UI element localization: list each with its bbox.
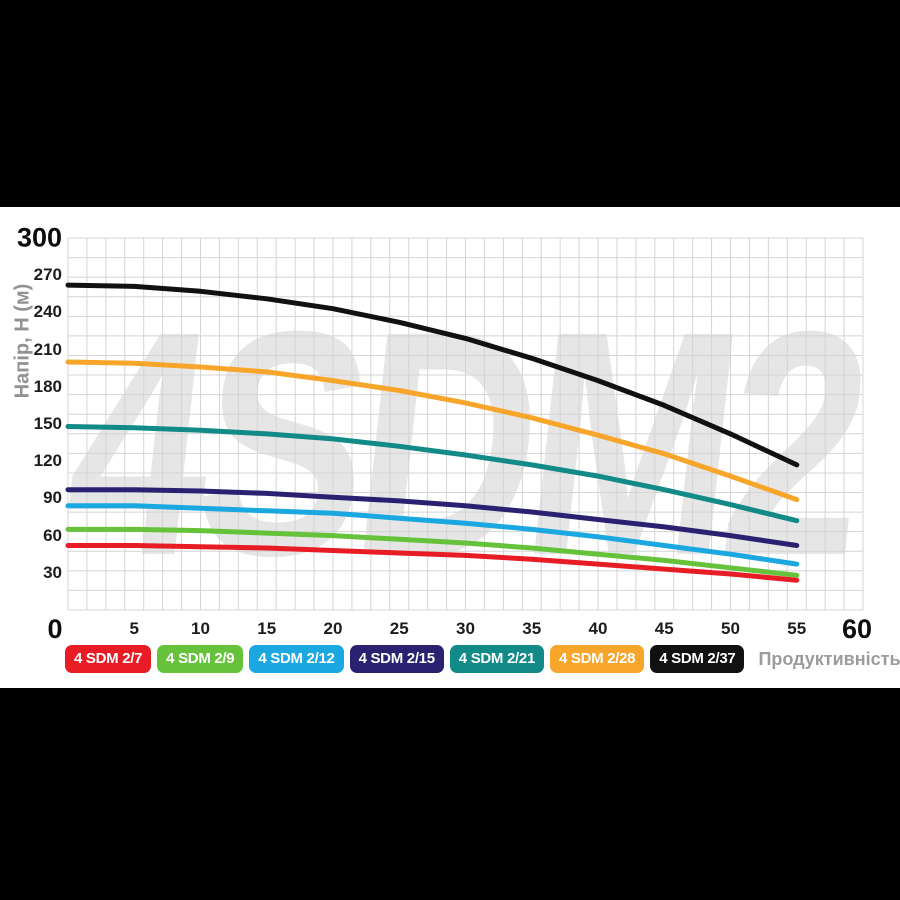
y-tick-180: 180 [33,376,62,396]
legend-badge-4-sdm-2-12: 4 SDM 2/12 [249,645,344,673]
curve-4-sdm-2-37 [65,282,800,468]
y-tick-120: 120 [33,451,62,471]
legend-badge-4-sdm-2-7: 4 SDM 2/7 [65,645,152,673]
chart-panel: 4SDM2 Напір, H (м) 30 60 90 120 150 180 210 240… [0,207,900,688]
x-tick-10: 10 [191,619,210,638]
y-tick-150: 150 [33,414,62,433]
curve-4-sdm-2-9 [65,526,800,578]
x-tick-45: 45 [654,619,674,638]
y-tick-300: 300 [16,222,62,253]
pump-curves [65,282,800,583]
x-tick-55: 55 [787,619,807,638]
y-tick-270: 270 [33,265,62,285]
plot-area [65,237,864,611]
y-tick-90: 90 [43,488,62,508]
legend-badges: 4 SDM 2/7 4 SDM 2/9 4 SDM 2/12 4 SDM 2/15 4 … [65,645,745,673]
curve-4-sdm-2-12 [65,503,800,567]
legend-badge-4-sdm-2-28: 4 SDM 2/28 [550,645,645,673]
y-tick-60: 60 [43,525,62,545]
curve-4-sdm-2-7 [65,543,800,583]
legend-badge-4-sdm-2-15: 4 SDM 2/15 [349,645,444,673]
curve-4-sdm-2-28 [65,359,800,503]
x-tick-15: 15 [257,619,277,638]
curve-4-sdm-2-15 [65,487,800,548]
x-tick-60: 60 [841,614,873,644]
legend-badge-4-sdm-2-37: 4 SDM 2/37 [650,645,745,673]
x-tick-0: 0 [47,614,63,644]
x-tick-30: 30 [456,619,475,638]
legend-badge-4-sdm-2-21: 4 SDM 2/21 [449,645,544,673]
y-tick-240: 240 [33,302,62,322]
x-tick-25: 25 [389,619,409,638]
x-axis-title: Продуктивність, Q (л/хв) [758,648,900,669]
y-tick-30: 30 [43,562,62,582]
x-tick-50: 50 [721,619,740,638]
x-tick-40: 40 [588,619,608,638]
y-tick-210: 210 [33,339,62,359]
legend-badge-4-sdm-2-9: 4 SDM 2/9 [157,645,244,673]
curve-4-sdm-2-21 [65,424,800,524]
x-tick-20: 20 [323,619,343,638]
x-tick-5: 5 [129,619,139,638]
legend: 4 SDM 2/7 4 SDM 2/9 4 SDM 2/12 4 SDM 2/15 4 … [65,645,900,673]
x-tick-35: 35 [522,619,542,638]
